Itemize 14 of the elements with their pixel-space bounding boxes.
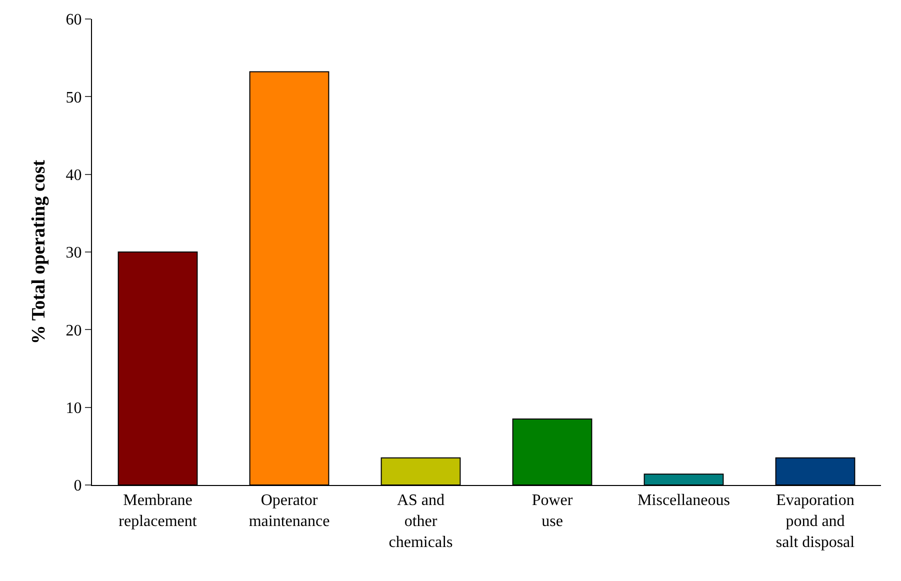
y-tick-label: 60 [66, 12, 82, 29]
y-tick-label: 30 [66, 244, 82, 262]
x-tick-label: Membrane replacement [118, 492, 198, 530]
x-tick-label: Power use [532, 492, 574, 530]
x-tick-label: Evaporation pond and salt disposal [776, 492, 856, 551]
y-tick-label: 0 [74, 478, 82, 495]
y-tick-label: 50 [66, 89, 82, 106]
y-axis-title: % Total operating cost [28, 159, 50, 344]
y-tick-label: 20 [66, 322, 82, 340]
x-tick-label: Operator maintenance [248, 492, 330, 530]
x-tick-label: Miscellaneous [638, 492, 730, 510]
x-tick-label: AS and other chemicals [388, 492, 453, 551]
y-tick-label: 40 [66, 166, 82, 184]
y-tick-label: 10 [66, 400, 82, 417]
